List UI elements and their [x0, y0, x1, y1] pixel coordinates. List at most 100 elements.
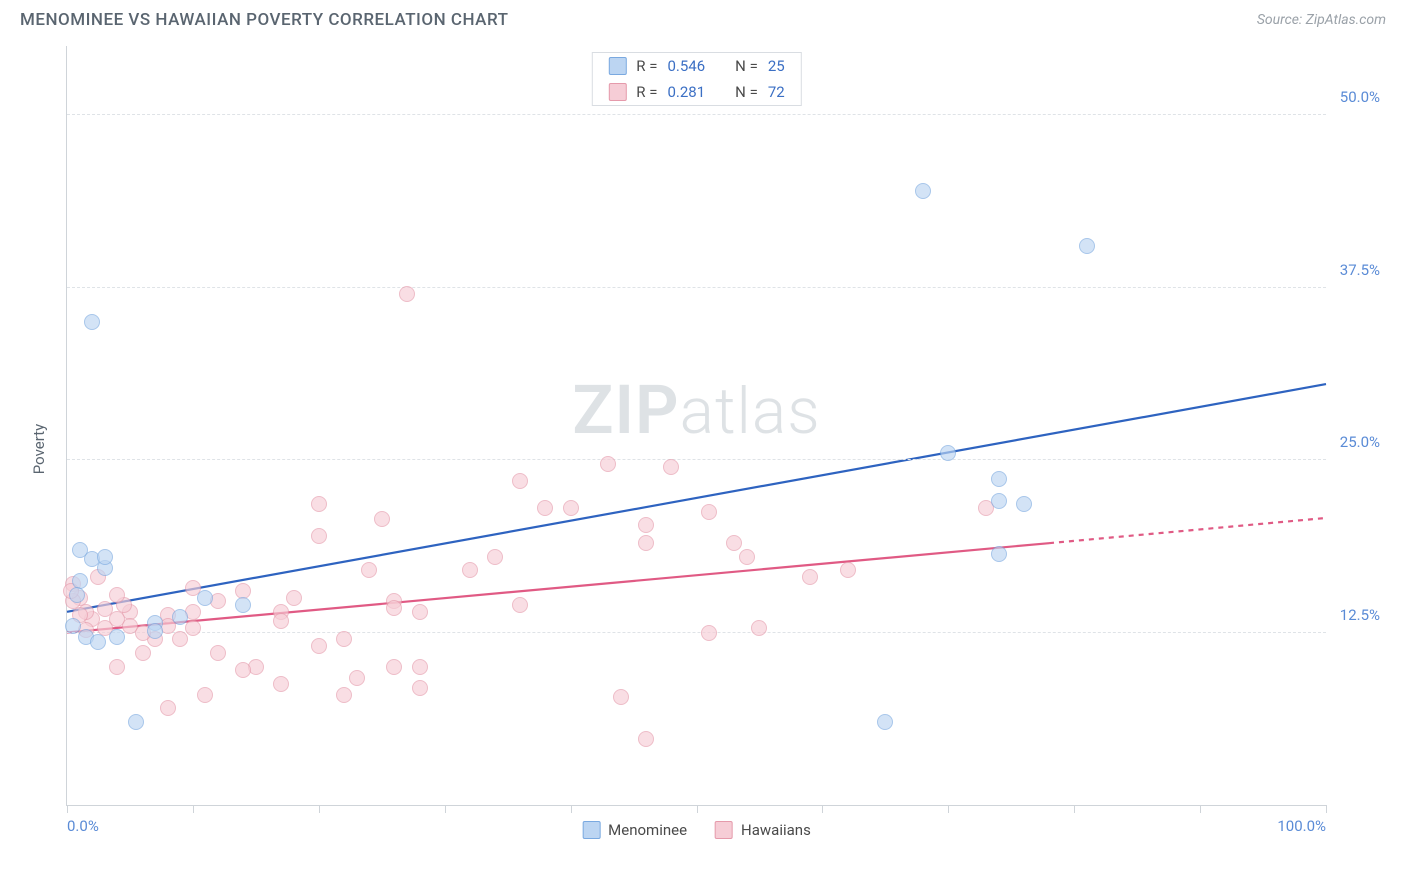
series2-point [487, 549, 503, 565]
series2-point [462, 562, 478, 578]
series1-point [109, 629, 125, 645]
x-tick-label: 100.0% [1277, 817, 1326, 835]
x-tick [445, 805, 446, 813]
series1-point [991, 471, 1007, 487]
series2-point [412, 680, 428, 696]
series2-point [638, 535, 654, 551]
series2-point [197, 687, 213, 703]
legend-row: R = 0.546 N = 25 [592, 53, 800, 79]
series1-point [991, 493, 1007, 509]
series2-point [613, 689, 629, 705]
series1-point [1079, 238, 1095, 254]
series2-point [185, 620, 201, 636]
legend-swatch [715, 821, 733, 839]
series2-point [386, 600, 402, 616]
y-axis-label: Poverty [30, 424, 48, 474]
series1-point [90, 634, 106, 650]
series2-point [663, 459, 679, 475]
series2-point [739, 549, 755, 565]
series2-point [600, 456, 616, 472]
x-tick [822, 805, 823, 813]
x-tick [193, 805, 194, 813]
series2-point [286, 590, 302, 606]
y-tick-label: 25.0% [1340, 433, 1380, 451]
series2-point [563, 500, 579, 516]
series1-point [172, 609, 188, 625]
series1-point [915, 183, 931, 199]
series2-point [109, 659, 125, 675]
x-tick [1074, 805, 1075, 813]
legend-row: R = 0.281 N = 72 [592, 79, 800, 105]
series2-point [361, 562, 377, 578]
series2-point [537, 500, 553, 516]
x-tick [1326, 805, 1327, 813]
series1-point [147, 623, 163, 639]
x-tick [67, 805, 68, 813]
series1-point [197, 590, 213, 606]
series2-point [160, 700, 176, 716]
series-legend-label: Menominee [608, 821, 687, 839]
x-tick [571, 805, 572, 813]
series2-point [512, 473, 528, 489]
trendline [67, 543, 1049, 632]
series2-point [109, 587, 125, 603]
series2-point [336, 687, 352, 703]
legend-swatch [582, 821, 600, 839]
series2-point [701, 504, 717, 520]
r-label: R = [636, 57, 657, 75]
series2-point [336, 631, 352, 647]
series1-point [69, 587, 85, 603]
r-label: R = [636, 83, 657, 101]
x-tick-label: 0.0% [67, 817, 99, 835]
series2-point [374, 511, 390, 527]
x-tick [1200, 805, 1201, 813]
y-tick-label: 50.0% [1340, 88, 1380, 106]
series1-point [877, 714, 893, 730]
legend-swatch [608, 57, 626, 75]
series2-point [386, 659, 402, 675]
r-value: 0.281 [667, 83, 705, 101]
gridline [67, 459, 1326, 460]
series-legend-item: Menominee [582, 821, 687, 839]
x-tick [319, 805, 320, 813]
plot-region: ZIPatlas R =0.546N =25R =0.281N =72 Meno… [66, 46, 1326, 806]
n-label: N = [735, 83, 758, 101]
gridline [67, 114, 1326, 115]
series2-point [273, 613, 289, 629]
trendline [67, 384, 1326, 612]
series2-point [701, 625, 717, 641]
n-value: 25 [768, 57, 785, 75]
series2-point [135, 645, 151, 661]
series2-point [412, 659, 428, 675]
series2-point [638, 731, 654, 747]
series2-point [311, 528, 327, 544]
series1-point [235, 597, 251, 613]
legend-swatch [608, 83, 626, 101]
correlation-legend: R = 0.546 N = 25 R = 0.281 N = 72 [591, 52, 801, 106]
series2-point [399, 286, 415, 302]
gridline [67, 632, 1326, 633]
y-tick-label: 37.5% [1340, 261, 1380, 279]
series2-point [273, 676, 289, 692]
series2-point [235, 662, 251, 678]
x-tick [697, 805, 698, 813]
series1-point [991, 546, 1007, 562]
n-label: N = [735, 57, 758, 75]
series2-point [802, 569, 818, 585]
series2-point [512, 597, 528, 613]
n-value: 72 [768, 83, 785, 101]
source-label: Source: ZipAtlas.com [1257, 12, 1386, 28]
gridline [67, 287, 1326, 288]
series2-point [172, 631, 188, 647]
series2-point [412, 604, 428, 620]
series2-point [210, 645, 226, 661]
chart-area: Poverty ZIPatlas R =0.546N =25R =0.281N … [20, 46, 1386, 852]
x-tick [948, 805, 949, 813]
series2-point [349, 670, 365, 686]
series2-point [726, 535, 742, 551]
trendline [1049, 518, 1326, 543]
series1-point [84, 314, 100, 330]
series2-point [311, 496, 327, 512]
series1-point [128, 714, 144, 730]
r-value: 0.546 [667, 57, 705, 75]
